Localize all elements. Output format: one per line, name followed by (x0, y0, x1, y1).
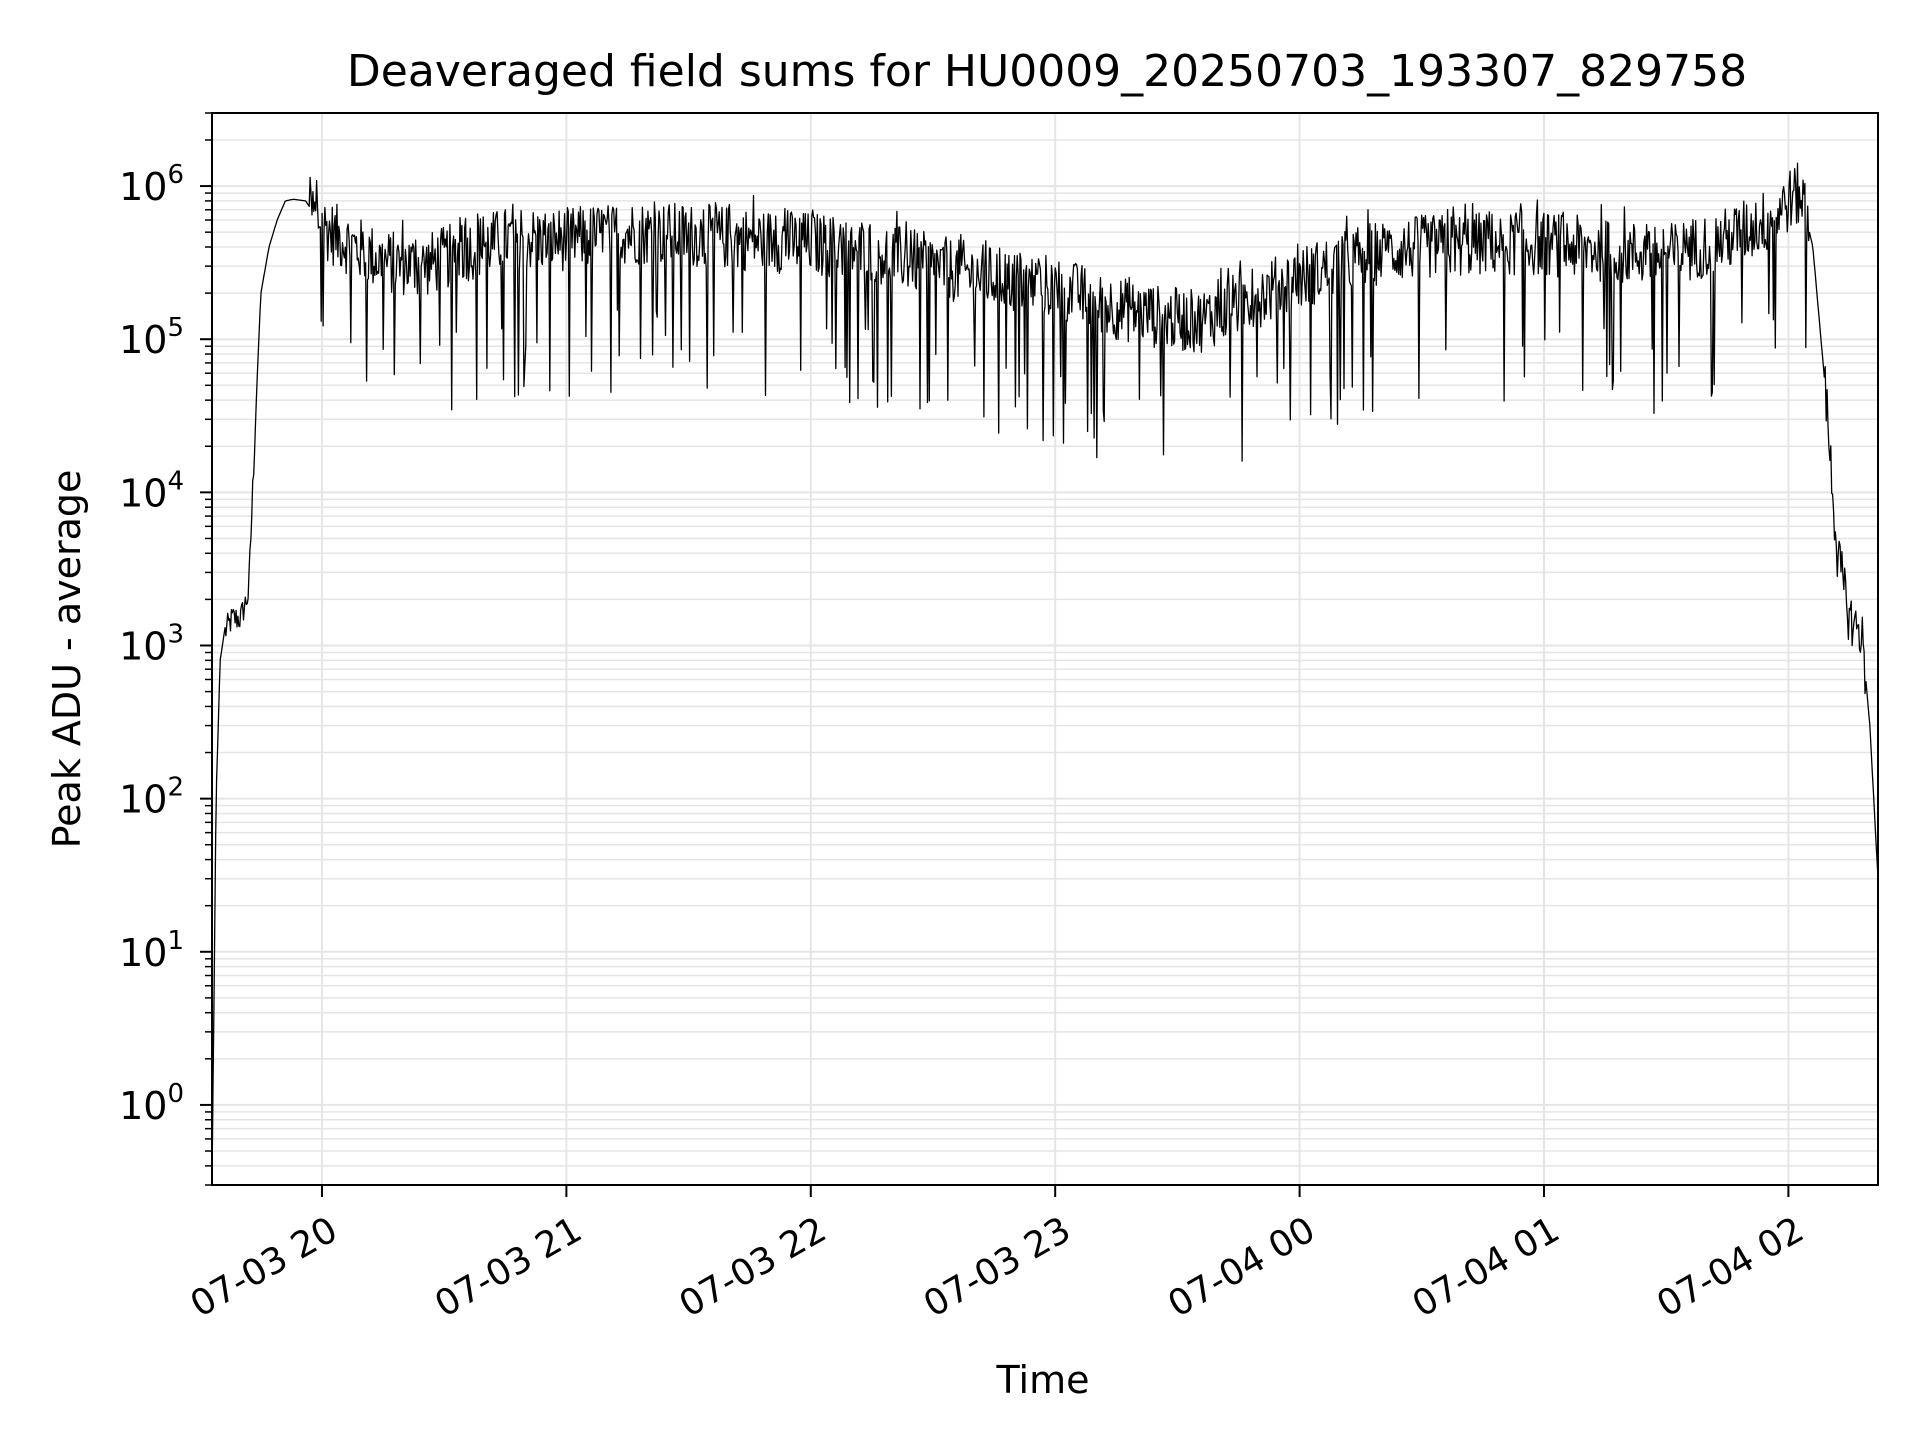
y-axis-label: Peak ADU - average (45, 470, 89, 849)
y-tick-base: 10 (119, 624, 167, 668)
y-tick-exponent: 0 (167, 1079, 184, 1109)
y-tick-base: 10 (119, 778, 167, 822)
y-tick-label: 100 (119, 1079, 184, 1128)
y-tick-label: 101 (119, 926, 184, 975)
series-line (211, 162, 1879, 1186)
axes-frame (211, 112, 1879, 1186)
y-tick-exponent: 2 (167, 773, 184, 803)
y-tick-base: 10 (119, 1084, 167, 1128)
y-tick-base: 10 (119, 165, 167, 209)
y-tick-exponent: 5 (167, 313, 184, 343)
y-tick-exponent: 4 (167, 466, 184, 496)
plot-area (211, 162, 1879, 1186)
y-tick-label: 106 (119, 160, 184, 209)
y-tick-exponent: 1 (167, 926, 184, 956)
y-tick-base: 10 (119, 318, 167, 362)
y-tick-exponent: 3 (167, 619, 184, 649)
y-tick-base: 10 (119, 931, 167, 975)
chart-title: Deaveraged field sums for HU0009_2025070… (347, 46, 1747, 97)
y-tick-exponent: 6 (167, 160, 184, 190)
y-tick-label: 102 (119, 773, 184, 822)
x-axis-label: Time (996, 1358, 1090, 1402)
y-tick-label: 104 (119, 466, 184, 515)
y-tick-base: 10 (119, 471, 167, 515)
y-tick-label: 103 (119, 619, 184, 668)
y-tick-label: 105 (119, 313, 184, 362)
